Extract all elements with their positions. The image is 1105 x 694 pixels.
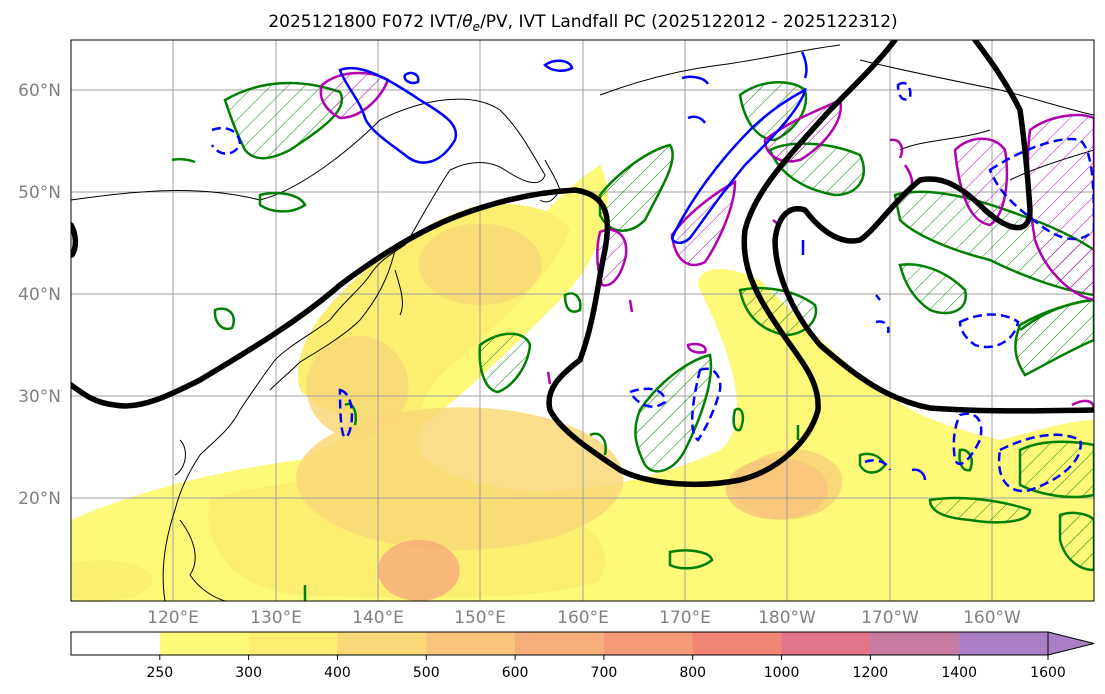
lat-label-20n: 20°N bbox=[18, 489, 61, 509]
lat-tick-labels: 60°N 50°N 40°N 30°N 20°N bbox=[18, 81, 61, 509]
colorbar-segment-4 bbox=[426, 632, 516, 655]
lon-label-130e: 130°E bbox=[250, 608, 302, 628]
ivt-blob-1 bbox=[377, 539, 460, 601]
colorbar-label-300: 300 bbox=[235, 665, 262, 681]
lon-label-180w: 180°W bbox=[758, 608, 816, 628]
colorbar-label-500: 500 bbox=[413, 665, 440, 681]
colorbar-segment-0 bbox=[71, 632, 161, 655]
lat-label-30n: 30°N bbox=[18, 387, 61, 407]
theta-e-contours bbox=[171, 80, 1094, 601]
graticule bbox=[71, 40, 1094, 601]
lon-label-170e: 170°E bbox=[659, 608, 711, 628]
lon-label-140e: 140°E bbox=[352, 608, 404, 628]
lon-label-170w: 170°W bbox=[861, 608, 919, 628]
colorbar-segment-9 bbox=[870, 632, 960, 655]
colorbar-label-1400: 1400 bbox=[941, 665, 977, 681]
colorbar-segment-8 bbox=[781, 632, 871, 655]
ivt-blob-4 bbox=[725, 458, 829, 520]
map-frame bbox=[70, 39, 1095, 602]
map-area bbox=[71, 40, 1094, 601]
coastlines bbox=[71, 44, 1094, 601]
lon-label-150e: 150°E bbox=[454, 608, 506, 628]
colorbar-label-1000: 1000 bbox=[764, 665, 800, 681]
lat-label-50n: 50°N bbox=[18, 183, 61, 203]
colorbar-segment-10 bbox=[959, 632, 1049, 655]
chart-title: 2025121800 F072 IVT/θe/PV, IVT Landfall … bbox=[268, 12, 897, 34]
lon-label-160e: 160°E bbox=[557, 608, 609, 628]
colorbar-label-1600: 1600 bbox=[1030, 665, 1066, 681]
ivt-landfall-pc-zero-line bbox=[71, 40, 1094, 488]
lon-tick-labels: 120°E 130°E 140°E 150°E 160°E 170°E 180°… bbox=[147, 608, 1021, 628]
colorbar-segment-3 bbox=[337, 632, 427, 655]
colorbar-extend-arrow bbox=[1047, 631, 1095, 656]
colorbar-label-1200: 1200 bbox=[853, 665, 889, 681]
colorbar-segment-2 bbox=[248, 632, 338, 655]
colorbar: 250 300 400 500 600 700 800 1000 1200 1400 1600 bbox=[70, 631, 1095, 681]
colorbar-segment-6 bbox=[603, 632, 694, 655]
colorbar-label-800: 800 bbox=[679, 665, 706, 681]
colorbar-segment-7 bbox=[692, 632, 783, 655]
lon-label-120e: 120°E bbox=[147, 608, 199, 628]
ivt-blob-2 bbox=[306, 335, 409, 438]
colorbar-segment-5 bbox=[515, 632, 605, 655]
colorbar-label-400: 400 bbox=[324, 665, 351, 681]
lat-label-60n: 60°N bbox=[18, 81, 61, 101]
colorbar-frame bbox=[70, 631, 1049, 656]
colorbar-segment-1 bbox=[159, 632, 250, 655]
ivt-shading bbox=[71, 165, 1094, 601]
colorbar-label-600: 600 bbox=[502, 665, 529, 681]
colorbar-label-700: 700 bbox=[591, 665, 618, 681]
lon-label-160w: 160°W bbox=[963, 608, 1021, 628]
ivt-blob-5 bbox=[71, 560, 153, 601]
lat-label-40n: 40°N bbox=[18, 285, 61, 305]
colorbar-label-250: 250 bbox=[146, 665, 173, 681]
